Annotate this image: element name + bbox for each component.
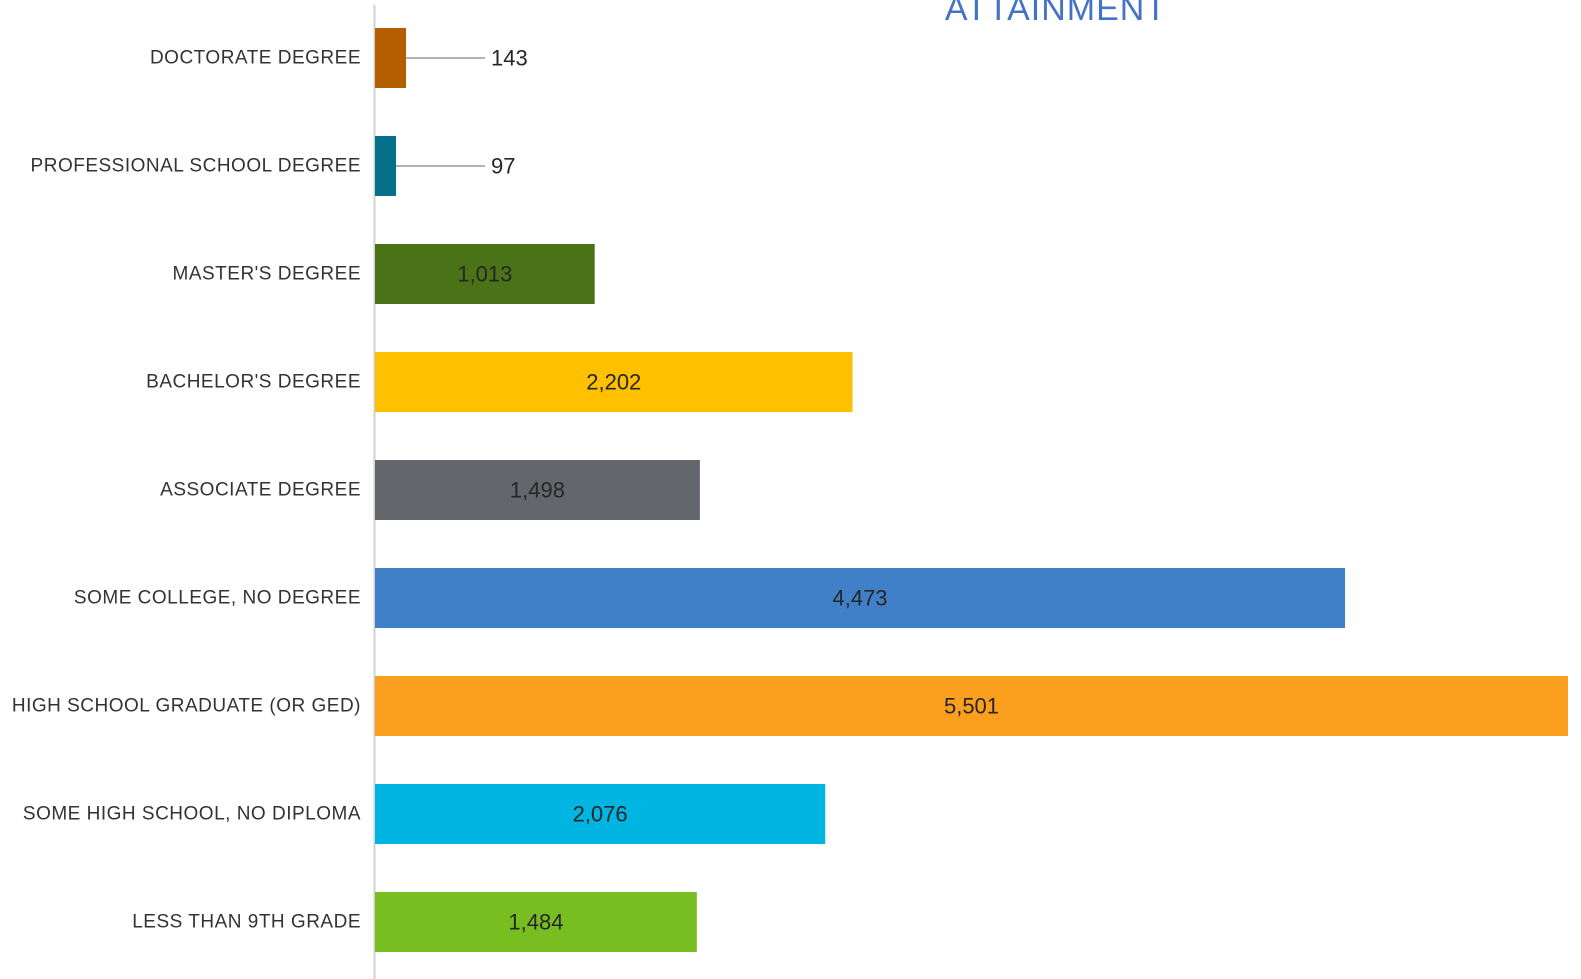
value-label-doctorate-degree: 143 bbox=[491, 46, 528, 71]
chart-title: ATTAINMENT bbox=[945, 0, 1167, 28]
category-label-associate-degree: ASSOCIATE DEGREE bbox=[160, 480, 361, 501]
bar-master-s-degree bbox=[375, 244, 595, 304]
bar-less-than-9th-grade bbox=[375, 892, 697, 952]
category-label-some-college-no-degree: SOME COLLEGE, NO DEGREE bbox=[74, 588, 361, 609]
bar-associate-degree bbox=[375, 460, 700, 520]
value-label-associate-degree: 1,498 bbox=[510, 478, 565, 503]
value-label-high-school-graduate-or-ged: 5,501 bbox=[944, 694, 999, 719]
bar-some-college-no-degree bbox=[375, 568, 1346, 628]
bar-bachelor-s-degree bbox=[375, 352, 853, 412]
value-label-bachelor-s-degree: 2,202 bbox=[586, 370, 641, 395]
category-label-master-s-degree: MASTER'S DEGREE bbox=[173, 264, 362, 285]
category-label-doctorate-degree: DOCTORATE DEGREE bbox=[150, 48, 361, 69]
value-label-some-college-no-degree: 4,473 bbox=[832, 586, 887, 611]
category-label-bachelor-s-degree: BACHELOR'S DEGREE bbox=[146, 372, 361, 393]
bar-high-school-graduate-or-ged bbox=[375, 676, 1568, 736]
category-label-some-high-school-no-diploma: SOME HIGH SCHOOL, NO DIPLOMA bbox=[23, 804, 361, 825]
bar-group: DOCTORATE DEGREE 143 PROFESSIONAL SCHOOL D… bbox=[12, 28, 1568, 952]
value-label-master-s-degree: 1,013 bbox=[457, 262, 512, 287]
category-label-high-school-graduate-or-ged: HIGH SCHOOL GRADUATE (OR GED) bbox=[12, 696, 361, 717]
value-label-less-than-9th-grade: 1,484 bbox=[508, 910, 563, 935]
bar-doctorate-degree bbox=[375, 28, 407, 88]
category-label-professional-school-degree: PROFESSIONAL SCHOOL DEGREE bbox=[31, 156, 361, 177]
category-label-less-than-9th-grade: LESS THAN 9TH GRADE bbox=[132, 912, 361, 933]
bar-some-high-school-no-diploma bbox=[375, 784, 826, 844]
value-label-professional-school-degree: 97 bbox=[491, 154, 515, 179]
bar-professional-school-degree bbox=[375, 136, 397, 196]
value-label-some-high-school-no-diploma: 2,076 bbox=[573, 802, 628, 827]
